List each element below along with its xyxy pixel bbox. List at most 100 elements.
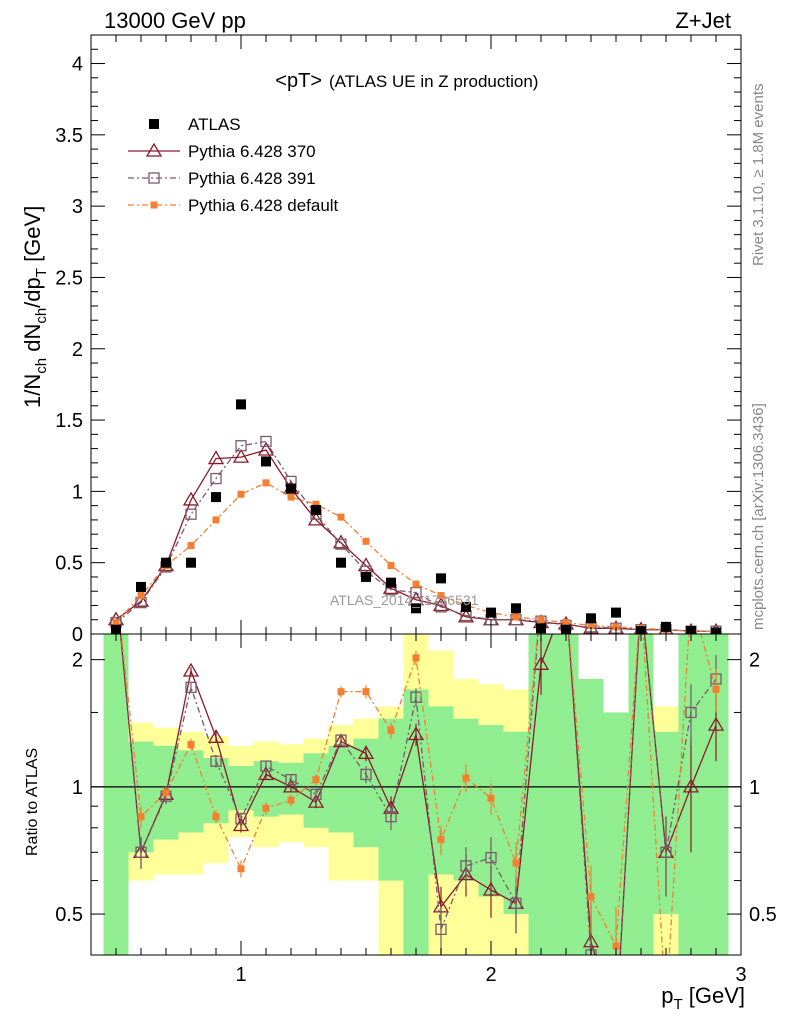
point-pdef (587, 621, 595, 629)
point-pdef (112, 619, 120, 627)
point-pdef (262, 479, 270, 487)
point-pdef (387, 562, 395, 570)
point-data (411, 603, 421, 614)
point-data (586, 613, 596, 624)
point-data (136, 581, 146, 592)
ratio-point-p391 (660, 846, 672, 858)
point-p370 (207, 450, 225, 465)
ratio-point-pdef (487, 794, 495, 802)
point-p391 (410, 586, 422, 599)
point-data (211, 492, 221, 503)
ratio-point-pdef (212, 813, 220, 821)
point-p391 (210, 472, 222, 485)
ratio-point-p370 (307, 793, 325, 808)
point-pdef (187, 542, 195, 550)
ratio-point-p391 (435, 923, 447, 936)
ratio-point-p370 (332, 733, 350, 748)
y-tick-label: 2.5 (55, 267, 83, 289)
point-data (436, 573, 446, 584)
point-pdef (312, 500, 320, 508)
ratio-point-pdef (237, 865, 245, 873)
ratio-point-pdef (612, 942, 620, 950)
x-tick-label: 3 (735, 964, 746, 986)
point-pdef (412, 580, 420, 588)
ratio-point-pdef (262, 804, 270, 812)
ratio-point-p391 (135, 846, 147, 858)
series-line-p391 (115, 440, 716, 632)
y-tick-label: 3.5 (55, 125, 83, 147)
point-pdef (437, 591, 445, 599)
ratio-y-tick-label: 1 (72, 777, 83, 799)
ratio-point-pdef (587, 893, 595, 901)
ratio-point-p391 (310, 788, 322, 800)
ratio-y-tick-label: 2 (72, 650, 83, 672)
legend-marker-p370 (145, 142, 163, 157)
ratio-series-p391 (119, 634, 722, 955)
ratio-point-pdef (462, 774, 470, 782)
mcplots-label: mcplots.cern.ch [arXiv:1306.3436] (750, 403, 767, 630)
ratio-point-p391 (385, 811, 397, 823)
ratio-point-pdef (337, 688, 345, 696)
point-data (186, 557, 196, 568)
ratio-point-p391 (335, 734, 347, 746)
legend-label-p370: Pythia 6.428 370 (188, 142, 316, 161)
point-data (486, 607, 496, 618)
plot-subtitle: (ATLAS UE in Z production) (329, 72, 538, 91)
point-p370 (332, 534, 350, 549)
legend-marker-data (149, 119, 159, 129)
y-axis-ratio-label: Ratio to ATLAS (24, 748, 41, 856)
ratio-point-p391 (685, 706, 697, 719)
ratio-band-inner (228, 766, 254, 811)
legend: ATLAS Pythia 6.428 370 Pythia 6.428 391 Pyt… (128, 115, 339, 215)
ratio-point-pdef (387, 726, 395, 734)
y-axis-main-label: 1/Nch dNch/dpT [GeV] (20, 206, 50, 408)
y-tick-label: 2 (72, 339, 83, 361)
point-pdef (362, 537, 370, 545)
legend-marker-p391 (148, 172, 160, 184)
legend-label-p391: Pythia 6.428 391 (188, 169, 316, 188)
point-pdef (537, 616, 545, 624)
ratio-point-p391 (260, 760, 272, 772)
ratio-point-p370 (207, 729, 225, 743)
point-pdef (287, 493, 295, 501)
x-tick-label: 1 (235, 964, 246, 986)
x-axis-label: pT [GeV] (661, 983, 745, 1013)
point-data (286, 483, 296, 494)
plot-title: <pT> (275, 70, 322, 92)
point-pdef (337, 513, 345, 521)
ratio-point-pdef (137, 813, 145, 821)
ratio-point-p370 (532, 656, 550, 670)
ratio-point-pdef (437, 836, 445, 844)
ratio-point-p370 (407, 726, 425, 741)
ratio-point-p370 (482, 881, 500, 896)
point-pdef (237, 490, 245, 498)
ratio-point-p370 (232, 817, 250, 832)
point-pdef (612, 623, 620, 631)
point-pdef (512, 613, 520, 621)
analysis-watermark: ATLAS_2014_I1736531 (330, 592, 479, 608)
ratio-point-p370 (707, 716, 725, 731)
ratio-point-p370 (182, 662, 200, 677)
y-tick-label: 1 (72, 481, 83, 503)
point-data (611, 607, 621, 618)
ratio-y-tick-label: 2 (749, 650, 760, 672)
point-p370 (257, 441, 275, 456)
y-tick-label: 1.5 (55, 410, 83, 432)
y-tick-label: 0.5 (55, 553, 83, 575)
point-p370 (182, 491, 200, 506)
axes-frames: 0 0.5 1 1.5 2 2.5 3 3.5 4 1 2 3 0.5 0.5 1 1 2 2 (55, 34, 777, 986)
point-p391 (260, 435, 272, 448)
ratio-y-tick-label: 1 (749, 777, 760, 799)
ratio-point-pdef (187, 740, 195, 748)
ratio-point-pdef (162, 788, 170, 796)
legend-label-data: ATLAS (188, 115, 241, 134)
y-tick-label: 3 (72, 196, 83, 218)
point-p391 (335, 538, 347, 550)
ratio-point-pdef (712, 685, 720, 693)
point-p391 (235, 440, 247, 452)
y-tick-label: 0 (72, 624, 83, 646)
point-data (236, 399, 246, 410)
y-tick-label: 4 (72, 54, 83, 76)
ratio-point-pdef (312, 776, 320, 784)
